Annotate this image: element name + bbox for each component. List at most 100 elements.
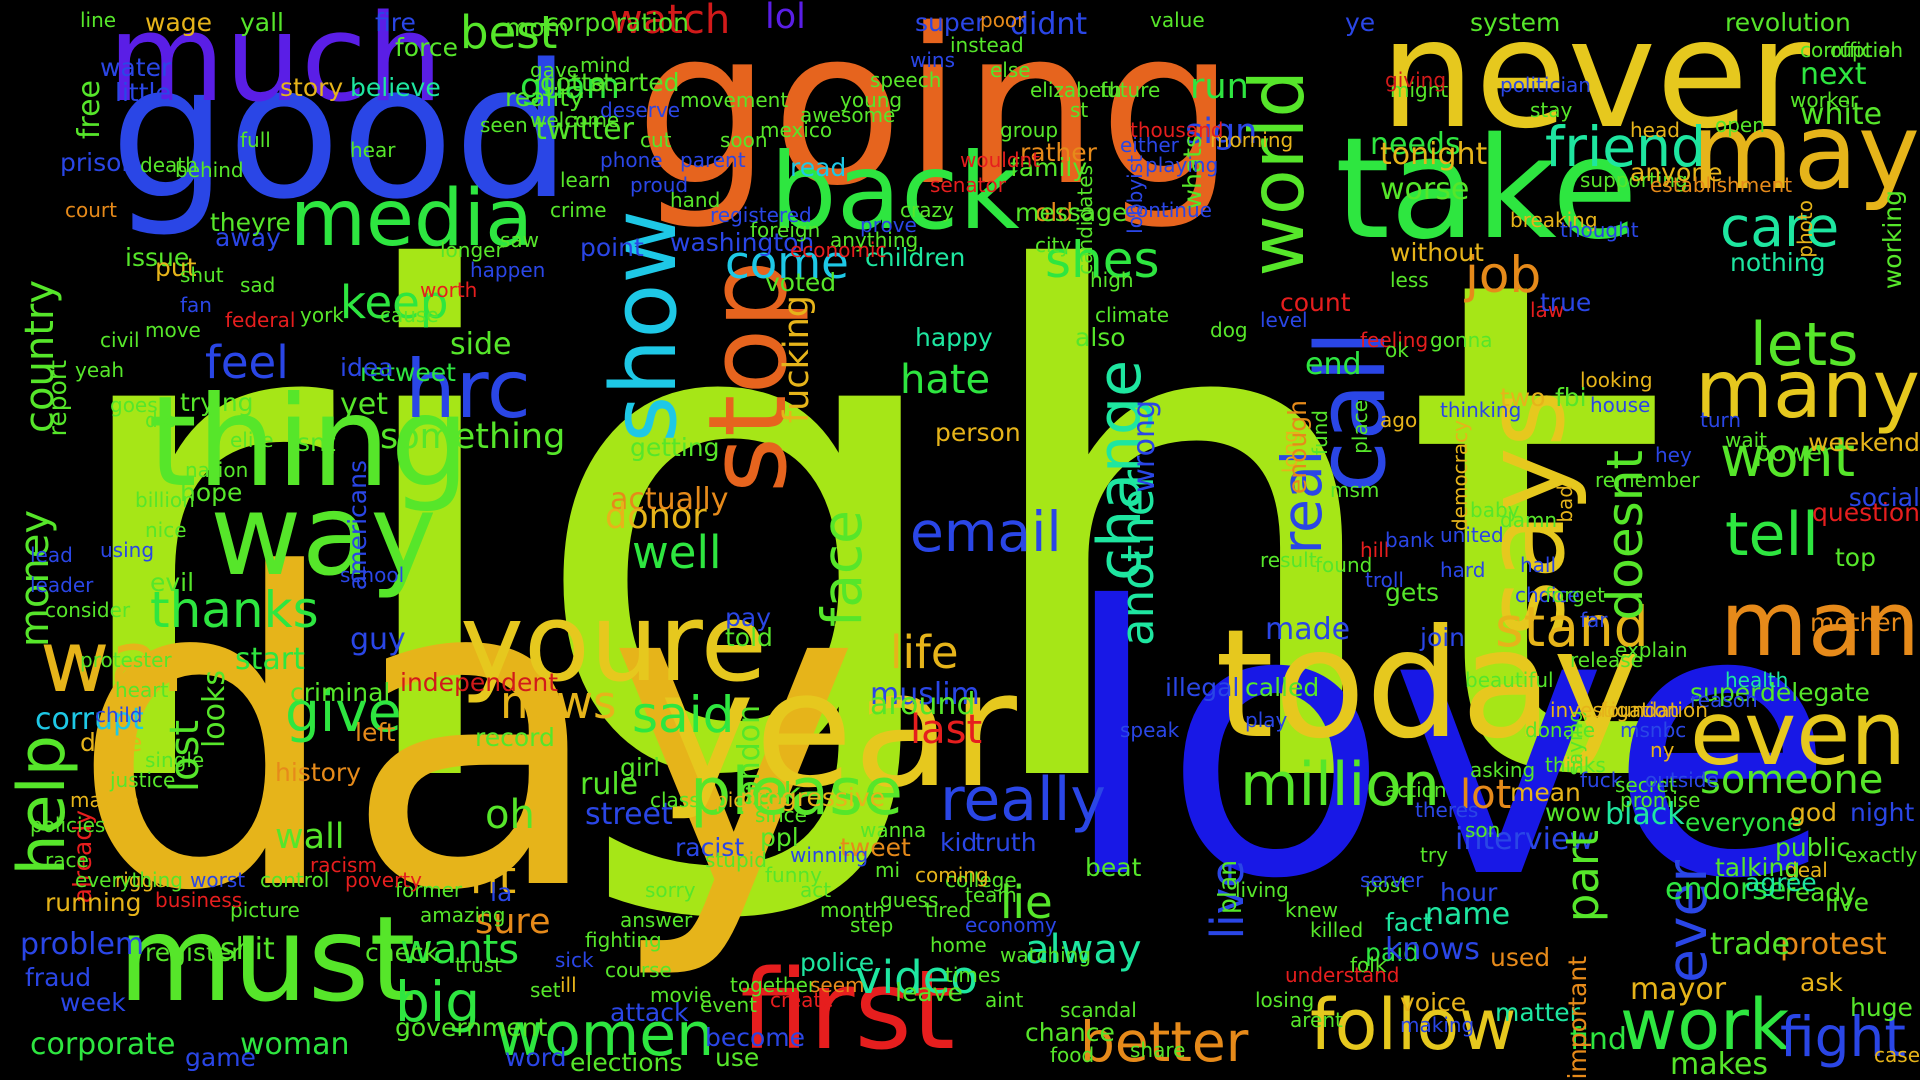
cloud-word: sure	[475, 902, 551, 942]
cloud-word: guess	[880, 888, 939, 912]
cloud-word: wrong	[1127, 400, 1162, 493]
cloud-word: last	[910, 707, 983, 753]
cloud-word: economic	[790, 238, 887, 262]
cloud-word: little	[115, 78, 171, 107]
cloud-word: getting	[630, 433, 720, 462]
cloud-word: school	[340, 563, 405, 587]
cloud-word: feel	[205, 336, 289, 389]
cloud-word: exactly	[1845, 843, 1918, 867]
cloud-word: tell	[1725, 500, 1819, 570]
cloud-word: corporation	[545, 8, 689, 37]
cloud-word: beat	[1085, 853, 1142, 882]
cloud-word: leave	[895, 978, 963, 1007]
cloud-word: st	[1070, 98, 1089, 122]
cloud-word: ago	[1380, 408, 1418, 432]
cloud-word: hear	[350, 138, 396, 162]
cloud-word: yeah	[75, 358, 125, 382]
cloud-word: children	[865, 243, 966, 272]
cloud-word: girl	[620, 753, 661, 782]
cloud-word: stay	[1530, 98, 1573, 122]
cloud-word: ask	[1800, 968, 1843, 997]
cloud-word: open	[1715, 113, 1765, 137]
cloud-word: well	[632, 526, 722, 579]
cloud-word: hard	[1440, 558, 1486, 582]
cloud-word: maybe	[70, 788, 139, 812]
cloud-word: talking	[1715, 853, 1801, 882]
cloud-word: future	[1100, 78, 1161, 102]
cloud-word: lead	[30, 543, 73, 567]
cloud-word: next	[1800, 57, 1867, 92]
cloud-word: muslim	[870, 677, 980, 712]
cloud-word: forget	[1545, 583, 1605, 607]
cloud-word: told	[725, 623, 773, 652]
cloud-word: job	[1465, 246, 1542, 304]
cloud-word: fraud	[25, 963, 92, 992]
cloud-word: candidates	[1073, 165, 1097, 275]
cloud-word: baby	[1470, 498, 1520, 522]
cloud-word: day	[70, 485, 861, 985]
cloud-word: ht	[470, 851, 517, 904]
cloud-word: ye	[1345, 8, 1376, 37]
cloud-word: going	[635, 0, 1236, 233]
cloud-word: folk	[1350, 953, 1387, 977]
cloud-word: troll	[1365, 568, 1404, 592]
cloud-word: far	[1580, 608, 1608, 632]
cloud-word: awesome	[800, 103, 896, 127]
cloud-word: world	[1233, 70, 1321, 277]
cloud-word: policies	[30, 813, 106, 837]
cloud-word: economy	[965, 913, 1057, 937]
cloud-word: wanna	[860, 818, 927, 842]
cloud-word: attack	[610, 998, 689, 1027]
cloud-word: scandal	[1060, 998, 1137, 1022]
cloud-word: politician	[1500, 73, 1591, 97]
cloud-word: knows	[1385, 932, 1480, 967]
cloud-word: happen	[470, 258, 546, 282]
cloud-word: gonna	[1430, 328, 1493, 352]
cloud-word: fuck	[1580, 768, 1623, 792]
cloud-word: killed	[1310, 918, 1364, 942]
cloud-word: photo	[1793, 200, 1817, 258]
cloud-word: rather	[1020, 138, 1097, 167]
cloud-word: making	[1400, 1013, 1475, 1037]
cloud-word: else	[990, 58, 1031, 82]
cloud-word: elizabeth	[1030, 78, 1122, 102]
cloud-word: end	[1305, 347, 1362, 382]
cloud-word: fbi	[1555, 383, 1587, 412]
cloud-word: fight	[1780, 1005, 1906, 1069]
cloud-word: share	[1130, 1038, 1186, 1062]
cloud-word: line	[80, 8, 117, 32]
cloud-word: found	[1315, 553, 1373, 577]
cloud-word: turn	[1700, 408, 1742, 432]
cloud-word: wage	[145, 8, 213, 37]
cloud-word: count	[1280, 288, 1351, 317]
cloud-word: proud	[630, 173, 689, 197]
cloud-word: worth	[420, 278, 478, 302]
cloud-word: theres	[1415, 798, 1479, 822]
cloud-word: welcome	[530, 108, 620, 132]
cloud-word: watch	[610, 0, 731, 43]
cloud-word: remember	[1595, 468, 1700, 492]
cloud-word: bank	[1385, 528, 1435, 552]
cloud-word: learn	[560, 168, 611, 192]
cloud-word: democracy	[1448, 420, 1472, 532]
cloud-word: donor	[605, 497, 707, 537]
cloud-word: police	[800, 948, 875, 977]
cloud-word: tonight	[1380, 137, 1488, 172]
cloud-word: lot	[1460, 772, 1512, 818]
cloud-word: team	[965, 883, 1017, 907]
cloud-word: racist	[675, 833, 745, 862]
cloud-word: email	[910, 500, 1062, 564]
cloud-word: woman	[240, 1027, 350, 1062]
cloud-word: illegal	[1165, 673, 1240, 702]
cloud-word: action	[1385, 778, 1447, 802]
cloud-word: establishment	[1650, 173, 1793, 197]
cloud-word: put	[155, 253, 197, 282]
cloud-word: play	[1245, 708, 1288, 732]
cloud-word: force	[395, 33, 458, 62]
cloud-word: needs	[1370, 127, 1461, 162]
cloud-word: even	[1690, 682, 1907, 785]
cloud-word: reality	[505, 83, 584, 112]
cloud-word: fund	[1308, 410, 1332, 456]
cloud-word: gave	[530, 58, 580, 82]
cloud-word: guam	[520, 67, 620, 107]
